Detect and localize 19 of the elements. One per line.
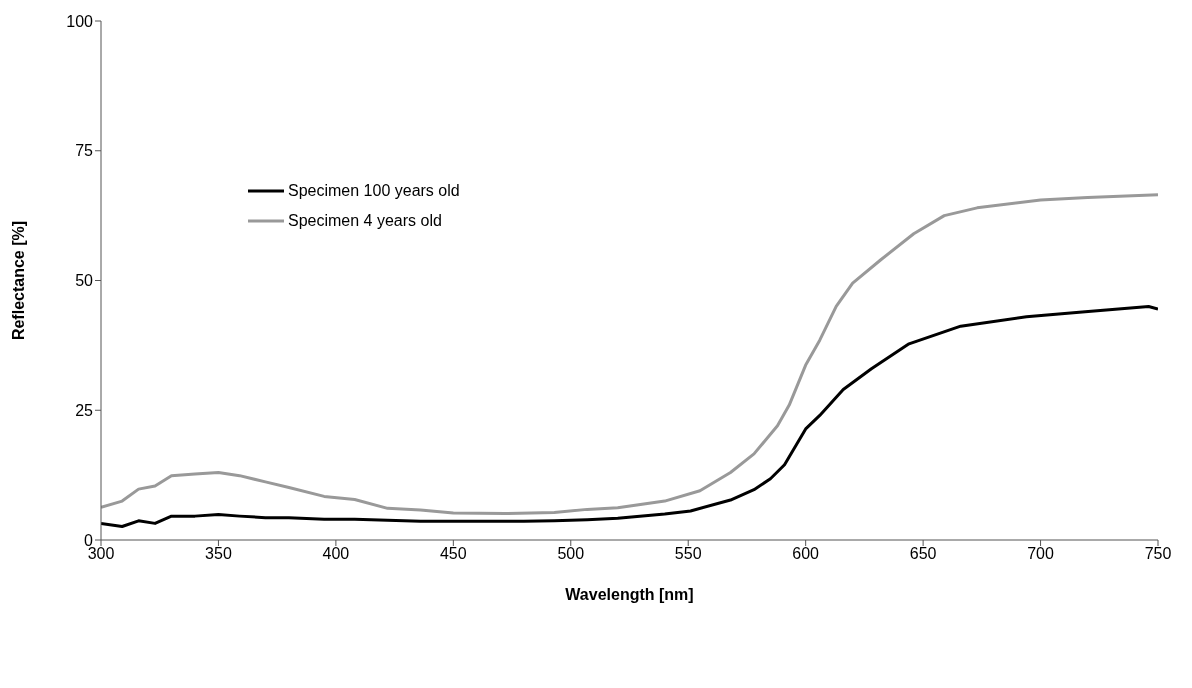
line-series [101,304,1158,529]
x-tick-label: 550 [674,545,702,563]
x-tick-label: 300 [87,545,115,563]
x-tick-label: 750 [1144,545,1172,563]
x-tick-label: 450 [439,545,467,563]
x-tick-label: 700 [1027,545,1054,563]
legend-label: Specimen 100 years old [288,182,460,200]
x-tick-label: 650 [909,545,937,563]
x-tick-label: 350 [205,545,232,563]
y-axis-title: Reflectance [%] [9,220,27,341]
x-tick-label: 500 [557,545,585,563]
x-axis-title: Wavelength [nm] [565,586,694,603]
y-tick-label: 100 [66,12,94,30]
x-tick-label: 600 [792,545,820,563]
y-tick-label: 25 [75,401,94,419]
legend-label: Specimen 4 years old [288,212,442,230]
y-tick-label: 50 [75,272,94,290]
x-tick-label: 400 [322,545,350,563]
y-tick-label: 75 [75,142,94,160]
